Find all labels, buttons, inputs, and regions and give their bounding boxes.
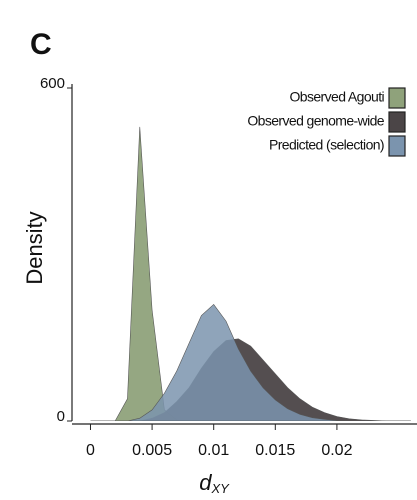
x-tick-label: 0.02 <box>321 442 352 459</box>
legend-swatch <box>388 87 406 109</box>
x-tick-label: 0.015 <box>255 442 295 459</box>
y-tick-label: 600 <box>40 75 65 92</box>
plot-area <box>90 126 411 421</box>
x-axis-label-main: d <box>199 470 212 495</box>
legend-swatch <box>388 111 406 133</box>
legend-label: Predicted (selection) <box>269 137 384 153</box>
x-axis-label: dXY <box>199 470 230 497</box>
x-axis-label-sub: XY <box>210 481 230 496</box>
legend-label: Observed genome-wide <box>247 113 384 129</box>
x-tick-label: 0.01 <box>198 442 229 459</box>
panel-label: C <box>30 28 52 61</box>
density-area <box>90 304 411 421</box>
y-tick-label: 0 <box>57 408 65 425</box>
legend-label: Observed Agouti <box>289 89 384 105</box>
x-tick-label: 0.005 <box>132 442 172 459</box>
y-axis-label: Density <box>22 211 47 284</box>
legend-swatch <box>388 135 406 157</box>
x-tick-label: 0 <box>86 442 95 459</box>
density-area <box>90 126 411 421</box>
